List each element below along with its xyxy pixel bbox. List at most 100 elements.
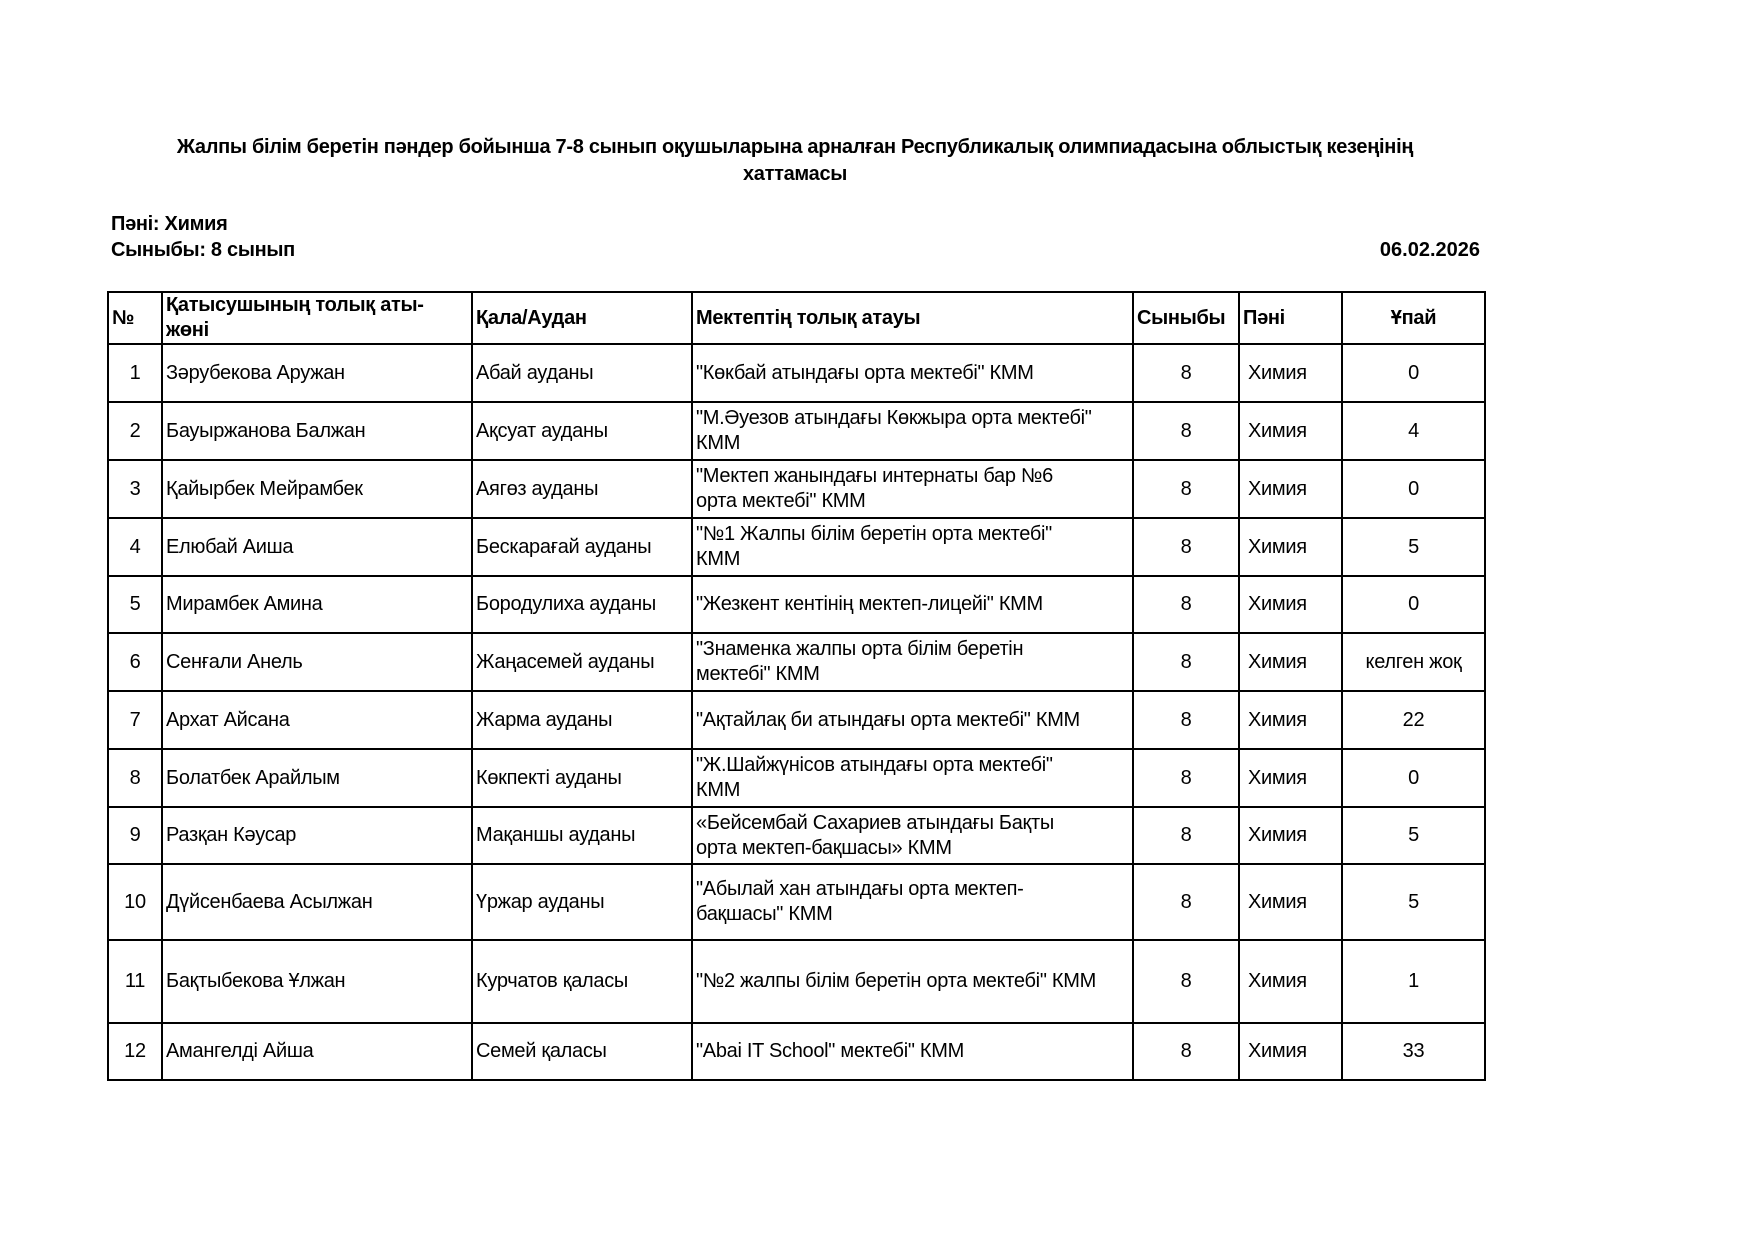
cell-subject: Химия [1238,517,1343,577]
cell-district: Ақсуат ауданы [471,401,693,461]
cell-grade: 8 [1132,401,1240,461]
cell-row-number: 4 [107,517,163,577]
cell-subject: Химия [1238,459,1343,519]
cell-district: Семей қаласы [471,1022,693,1081]
cell-subject: Химия [1238,632,1343,692]
cell-row-number: 6 [107,632,163,692]
cell-grade: 8 [1132,459,1240,519]
table-row: 6 Сенғали Анель Жаңасемей ауданы "Знаменка … [107,632,1486,692]
cell-school-name: "Жезкент кентінің мектеп-лицейі" КММ [691,575,1134,634]
cell-subject: Химия [1238,575,1343,634]
cell-district: Жаңасемей ауданы [471,632,693,692]
header-no: № [107,291,163,345]
results-table: № Қатысушының толық аты- жөні Қала/Аудан… [107,291,1486,1081]
cell-grade: 8 [1132,1022,1240,1081]
cell-score: 0 [1341,575,1486,634]
cell-participant-name: Дүйсенбаева Асылжан [161,863,473,941]
cell-district: Бородулиха ауданы [471,575,693,634]
cell-score: 33 [1341,1022,1486,1081]
table-row: 7 Архат Айсана Жарма ауданы "Ақтайлақ би ат… [107,690,1486,750]
cell-district: Үржар ауданы [471,863,693,941]
cell-school-name: "Знаменка жалпы орта білім беретін мекте… [691,632,1134,692]
cell-school-name: "Мектеп жанындағы интернаты бар №6 орта … [691,459,1134,519]
cell-row-number: 5 [107,575,163,634]
cell-subject: Химия [1238,806,1343,865]
cell-score: 0 [1341,343,1486,403]
subject-line: Пәні: Химия [111,213,228,235]
cell-row-number: 9 [107,806,163,865]
cell-participant-name: Мирамбек Амина [161,575,473,634]
cell-grade: 8 [1132,690,1240,750]
cell-participant-name: Қайырбек Мейрамбек [161,459,473,519]
cell-row-number: 11 [107,939,163,1024]
cell-score: 22 [1341,690,1486,750]
cell-row-number: 1 [107,343,163,403]
cell-subject: Химия [1238,863,1343,941]
cell-school-name: "Abai IT School" мектебі" КММ [691,1022,1134,1081]
cell-subject: Химия [1238,939,1343,1024]
cell-score: 1 [1341,939,1486,1024]
cell-participant-name: Разқан Кәусар [161,806,473,865]
cell-subject: Химия [1238,401,1343,461]
cell-grade: 8 [1132,748,1240,808]
cell-district: Көкпекті ауданы [471,748,693,808]
cell-score: 5 [1341,517,1486,577]
cell-participant-name: Зәрубекова Аружан [161,343,473,403]
document-title: Жалпы білім беретін пәндер бойынша 7-8 с… [176,136,1414,185]
cell-school-name: "Ақтайлақ би атындағы орта мектебі" КММ [691,690,1134,750]
table-row: 10 Дүйсенбаева Асылжан Үржар ауданы "Абылай… [107,863,1486,941]
cell-district: Жарма ауданы [471,690,693,750]
cell-score: 0 [1341,748,1486,808]
header-name: Қатысушының толық аты- жөні [161,291,473,345]
cell-grade: 8 [1132,517,1240,577]
table-row: 11 Бақтыбекова Ұлжан Курчатов қаласы "№2 жа… [107,939,1486,1024]
cell-district: Курчатов қаласы [471,939,693,1024]
cell-participant-name: Елюбай Аиша [161,517,473,577]
cell-grade: 8 [1132,632,1240,692]
header-grade: Сыныбы [1132,291,1240,345]
cell-grade: 8 [1132,575,1240,634]
cell-school-name: "Ж.Шайжүнісов атындағы орта мектебі" КММ [691,748,1134,808]
cell-row-number: 10 [107,863,163,941]
cell-school-name: "№1 Жалпы білім беретін орта мектебі" КМ… [691,517,1134,577]
cell-school-name: "М.Әуезов атындағы Көкжыра орта мектебі"… [691,401,1134,461]
cell-district: Аягөз ауданы [471,459,693,519]
cell-grade: 8 [1132,343,1240,403]
cell-row-number: 3 [107,459,163,519]
cell-district: Бескарағай ауданы [471,517,693,577]
grade-line: Сыныбы: 8 сынып [111,239,295,261]
table-row: 4 Елюбай Аиша Бескарағай ауданы "№1 Жалпы б… [107,517,1486,577]
cell-grade: 8 [1132,806,1240,865]
cell-row-number: 8 [107,748,163,808]
cell-score: 0 [1341,459,1486,519]
cell-score: келген жоқ [1341,632,1486,692]
cell-participant-name: Бауыржанова Балжан [161,401,473,461]
cell-participant-name: Амангелді Айша [161,1022,473,1081]
cell-school-name: "№2 жалпы білім беретін орта мектебі" КМ… [691,939,1134,1024]
table-row: 2 Бауыржанова Балжан Ақсуат ауданы "М.Әуезо… [107,401,1486,461]
cell-score: 5 [1341,806,1486,865]
table-header-row: № Қатысушының толық аты- жөні Қала/Аудан… [107,291,1486,345]
table-row: 9 Разқан Кәусар Мақаншы ауданы «Бейсембай С… [107,806,1486,865]
cell-row-number: 7 [107,690,163,750]
cell-participant-name: Бақтыбекова Ұлжан [161,939,473,1024]
cell-row-number: 12 [107,1022,163,1081]
cell-district: Мақаншы ауданы [471,806,693,865]
cell-subject: Химия [1238,1022,1343,1081]
cell-participant-name: Сенғали Анель [161,632,473,692]
table-row: 12 Амангелді Айша Семей қаласы "Abai IT Sch… [107,1022,1486,1081]
table-row: 8 Болатбек Арайлым Көкпекті ауданы "Ж.Шайжү… [107,748,1486,808]
header-district: Қала/Аудан [471,291,693,345]
cell-school-name: "Абылай хан атындағы орта мектеп- бақшас… [691,863,1134,941]
cell-subject: Химия [1238,343,1343,403]
cell-score: 4 [1341,401,1486,461]
cell-subject: Химия [1238,690,1343,750]
cell-subject: Химия [1238,748,1343,808]
table-row: 3 Қайырбек Мейрамбек Аягөз ауданы "Мектеп … [107,459,1486,519]
cell-participant-name: Болатбек Арайлым [161,748,473,808]
header-subject: Пәні [1238,291,1343,345]
cell-row-number: 2 [107,401,163,461]
header-school: Мектептің толық атауы [691,291,1134,345]
cell-school-name: "Көкбай атындағы орта мектебі" КММ [691,343,1134,403]
cell-school-name: «Бейсембай Сахариев атындағы Бақты орта … [691,806,1134,865]
